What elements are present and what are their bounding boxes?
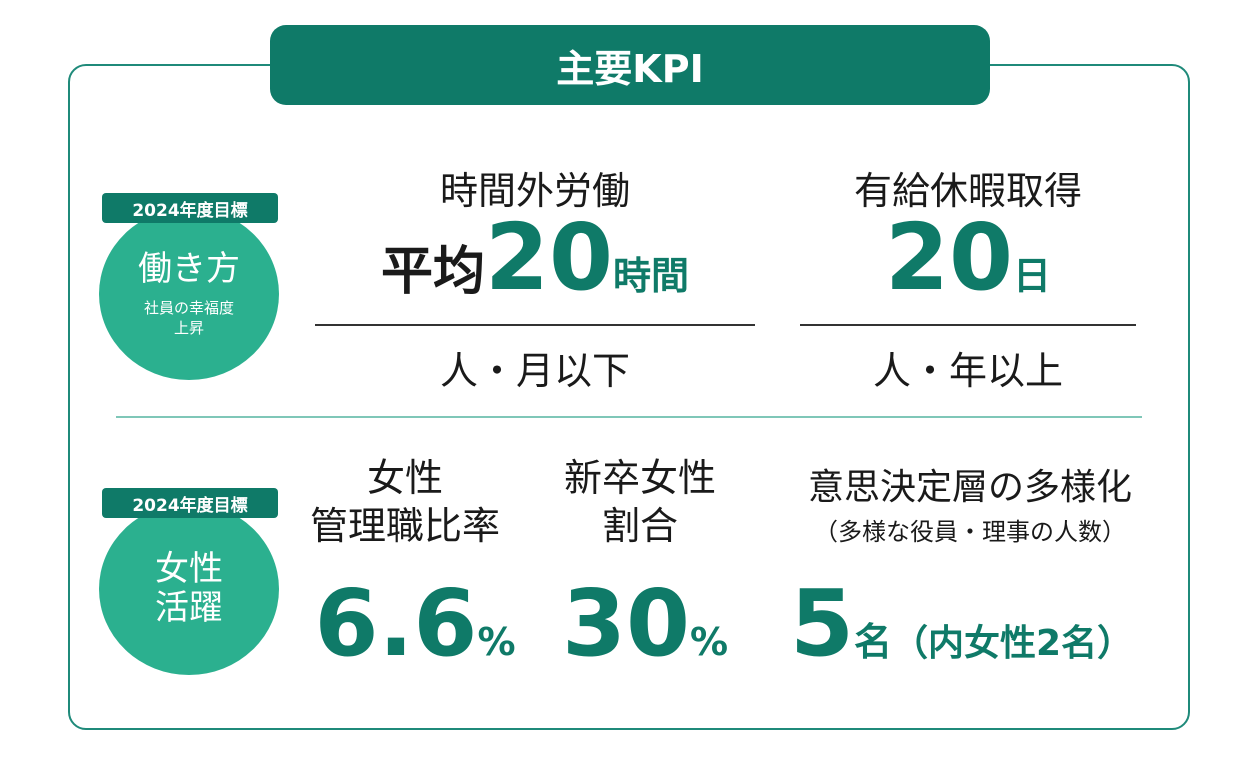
- paid-leave-label: 有給休暇取得: [853, 169, 1082, 213]
- circle-sub-line-2: 上昇: [173, 318, 204, 337]
- overtime-label: 時間外労働: [439, 169, 630, 213]
- circle-sub-text: 社員の幸福度 上昇: [144, 299, 234, 338]
- new-grad-female-value: 30 %: [540, 578, 750, 670]
- circle-sub-line-1: 社員の幸福度: [143, 299, 234, 318]
- diversity-unit: 名: [854, 620, 893, 664]
- diversity-sublabel: （多様な役員・理事の人数）: [814, 518, 1126, 546]
- overtime-unit: 時間: [613, 254, 690, 298]
- female-manager-value: 6.6 %: [295, 578, 535, 670]
- female-manager-unit: %: [477, 620, 516, 664]
- women-activity-circle: 女性 活躍: [99, 503, 279, 675]
- diversity-label: 意思決定層の多様化: [807, 467, 1132, 508]
- circle-main-line-2: 活躍: [155, 588, 223, 628]
- female-manager-label-line-2: 管理職比率: [309, 503, 500, 548]
- overtime-value: 平均 20 時間: [315, 212, 755, 304]
- work-style-circle: 働き方 社員の幸福度 上昇: [99, 208, 279, 380]
- new-grad-female-label: 新卒女性 割合: [540, 455, 740, 550]
- overtime-prefix: 平均: [380, 242, 485, 302]
- diversity-value: 5 名 （内女性2名）: [790, 578, 1160, 670]
- kpi-title: 主要KPI: [270, 25, 990, 105]
- female-manager-number: 6.6: [314, 570, 478, 677]
- overtime-rule: [315, 324, 755, 326]
- section-divider: [116, 416, 1142, 418]
- overtime-note: 人・月以下: [439, 349, 630, 393]
- diversity-suffix: （内女性2名）: [892, 623, 1134, 664]
- paid-leave-value: 20 日: [800, 212, 1136, 304]
- new-grad-female-label-line-2: 割合: [601, 503, 678, 548]
- badge-text: 2024年度目標: [132, 495, 248, 516]
- diversity-number: 5: [790, 570, 855, 677]
- new-grad-female-unit: %: [689, 620, 729, 664]
- paid-leave-note: 人・年以上: [872, 349, 1063, 393]
- overtime-number: 20: [484, 204, 614, 311]
- target-year-badge: 2024年度目標: [102, 488, 278, 518]
- circle-main-line-1: 女性: [155, 548, 223, 589]
- female-manager-label: 女性 管理職比率: [295, 455, 515, 550]
- new-grad-female-number: 30: [561, 570, 690, 677]
- circle-main-text: 働き方: [138, 248, 240, 289]
- badge-text: 2024年度目標: [132, 200, 248, 221]
- paid-leave-number: 20: [884, 204, 1013, 311]
- paid-leave-unit: 日: [1013, 254, 1052, 298]
- paid-leave-rule: [800, 324, 1136, 326]
- new-grad-female-label-line-1: 新卒女性: [563, 456, 716, 500]
- female-manager-label-line-1: 女性: [366, 456, 443, 500]
- kpi-title-text: 主要KPI: [556, 46, 704, 91]
- target-year-badge: 2024年度目標: [102, 193, 278, 223]
